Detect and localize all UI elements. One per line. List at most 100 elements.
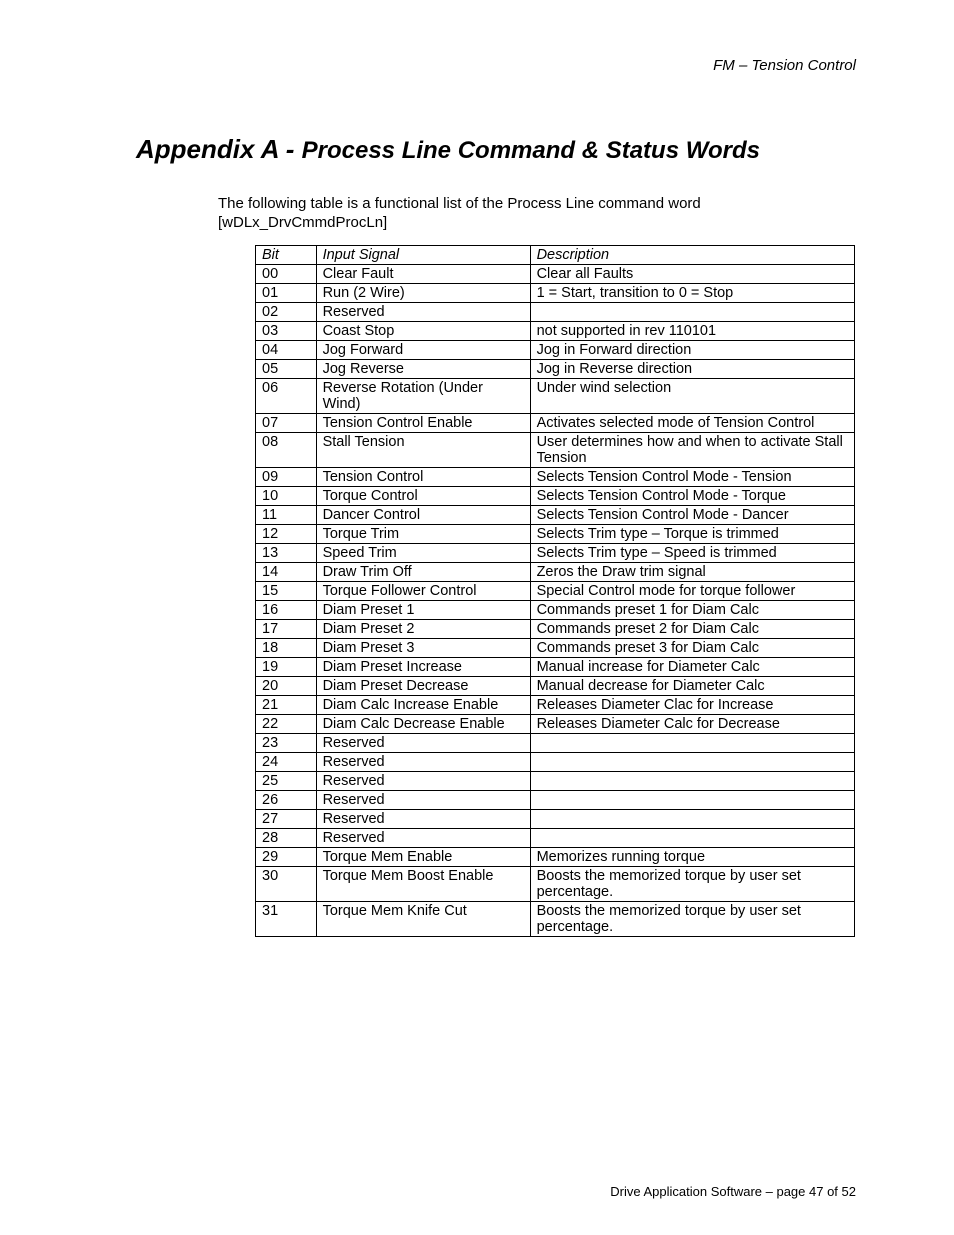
cell-description: Releases Diameter Calc for Decrease: [530, 714, 854, 733]
cell-description: Selects Trim type – Torque is trimmed: [530, 524, 854, 543]
cell-signal: Reverse Rotation (Under Wind): [316, 378, 530, 413]
cell-description: Commands preset 2 for Diam Calc: [530, 619, 854, 638]
table-row: 00Clear FaultClear all Faults: [256, 264, 855, 283]
cell-bit: 31: [256, 901, 317, 936]
cell-signal: Clear Fault: [316, 264, 530, 283]
cell-description: Jog in Reverse direction: [530, 359, 854, 378]
cell-signal: Speed Trim: [316, 543, 530, 562]
cell-signal: Tension Control: [316, 467, 530, 486]
cell-description: [530, 752, 854, 771]
table-row: 06Reverse Rotation (Under Wind)Under win…: [256, 378, 855, 413]
cell-signal: Coast Stop: [316, 321, 530, 340]
cell-signal: Diam Calc Increase Enable: [316, 695, 530, 714]
cell-bit: 15: [256, 581, 317, 600]
table-row: 12Torque TrimSelects Trim type – Torque …: [256, 524, 855, 543]
table-row: 15Torque Follower ControlSpecial Control…: [256, 581, 855, 600]
cell-description: [530, 828, 854, 847]
cell-description: Activates selected mode of Tension Contr…: [530, 413, 854, 432]
cell-bit: 30: [256, 866, 317, 901]
cell-bit: 01: [256, 283, 317, 302]
cell-signal: Reserved: [316, 771, 530, 790]
cell-description: [530, 790, 854, 809]
cell-description: Selects Tension Control Mode - Dancer: [530, 505, 854, 524]
table-row: 16Diam Preset 1Commands preset 1 for Dia…: [256, 600, 855, 619]
cell-description: Zeros the Draw trim signal: [530, 562, 854, 581]
table-row: 08Stall TensionUser determines how and w…: [256, 432, 855, 467]
intro-line2: [wDLx_DrvCmmdProcLn]: [218, 214, 387, 231]
cell-signal: Diam Preset 2: [316, 619, 530, 638]
cell-bit: 02: [256, 302, 317, 321]
cell-description: not supported in rev 110101: [530, 321, 854, 340]
cell-description: User determines how and when to activate…: [530, 432, 854, 467]
cell-signal: Draw Trim Off: [316, 562, 530, 581]
cell-description: Clear all Faults: [530, 264, 854, 283]
cell-bit: 24: [256, 752, 317, 771]
cell-signal: Torque Trim: [316, 524, 530, 543]
cell-description: Manual decrease for Diameter Calc: [530, 676, 854, 695]
cell-description: Under wind selection: [530, 378, 854, 413]
table-row: 03Coast Stopnot supported in rev 110101: [256, 321, 855, 340]
table-row: 22Diam Calc Decrease EnableReleases Diam…: [256, 714, 855, 733]
cell-bit: 09: [256, 467, 317, 486]
cell-bit: 16: [256, 600, 317, 619]
cell-bit: 07: [256, 413, 317, 432]
table-row: 20Diam Preset DecreaseManual decrease fo…: [256, 676, 855, 695]
title-prefix: Appendix A -: [136, 134, 302, 164]
table-row: 13Speed TrimSelects Trim type – Speed is…: [256, 543, 855, 562]
cell-bit: 13: [256, 543, 317, 562]
cell-signal: Diam Preset 3: [316, 638, 530, 657]
table-row: 02Reserved: [256, 302, 855, 321]
cell-bit: 20: [256, 676, 317, 695]
table-row: 19Diam Preset IncreaseManual increase fo…: [256, 657, 855, 676]
cell-signal: Run (2 Wire): [316, 283, 530, 302]
cell-description: Boosts the memorized torque by user set …: [530, 901, 854, 936]
table-row: 07Tension Control EnableActivates select…: [256, 413, 855, 432]
cell-signal: Torque Mem Knife Cut: [316, 901, 530, 936]
cell-description: Selects Tension Control Mode - Tension: [530, 467, 854, 486]
cell-bit: 08: [256, 432, 317, 467]
page-header-right: FM – Tension Control: [98, 57, 856, 74]
table-row: 26Reserved: [256, 790, 855, 809]
cell-description: [530, 302, 854, 321]
table-row: 04Jog ForwardJog in Forward direction: [256, 340, 855, 359]
cell-description: Memorizes running torque: [530, 847, 854, 866]
table-row: 01Run (2 Wire)1 = Start, transition to 0…: [256, 283, 855, 302]
table-row: 30Torque Mem Boost EnableBoosts the memo…: [256, 866, 855, 901]
table-row: 10Torque ControlSelects Tension Control …: [256, 486, 855, 505]
table-row: 05Jog ReverseJog in Reverse direction: [256, 359, 855, 378]
cell-bit: 11: [256, 505, 317, 524]
cell-signal: Dancer Control: [316, 505, 530, 524]
cell-bit: 05: [256, 359, 317, 378]
cell-signal: Torque Mem Boost Enable: [316, 866, 530, 901]
cell-signal: Reserved: [316, 752, 530, 771]
cell-signal: Diam Preset 1: [316, 600, 530, 619]
intro-paragraph: The following table is a functional list…: [218, 195, 816, 233]
cell-signal: Reserved: [316, 790, 530, 809]
cell-signal: Diam Preset Increase: [316, 657, 530, 676]
cell-bit: 27: [256, 809, 317, 828]
table-row: 28Reserved: [256, 828, 855, 847]
table-row: 25Reserved: [256, 771, 855, 790]
cell-signal: Diam Preset Decrease: [316, 676, 530, 695]
table-header-row: Bit Input Signal Description: [256, 245, 855, 264]
cell-description: 1 = Start, transition to 0 = Stop: [530, 283, 854, 302]
table-row: 23Reserved: [256, 733, 855, 752]
cell-bit: 00: [256, 264, 317, 283]
table-row: 11Dancer ControlSelects Tension Control …: [256, 505, 855, 524]
cell-signal: Tension Control Enable: [316, 413, 530, 432]
cell-description: [530, 733, 854, 752]
cell-description: Jog in Forward direction: [530, 340, 854, 359]
cell-signal: Jog Forward: [316, 340, 530, 359]
cell-bit: 26: [256, 790, 317, 809]
cell-description: Manual increase for Diameter Calc: [530, 657, 854, 676]
cell-bit: 23: [256, 733, 317, 752]
cell-bit: 10: [256, 486, 317, 505]
cell-description: [530, 771, 854, 790]
table-row: 31Torque Mem Knife CutBoosts the memoriz…: [256, 901, 855, 936]
table-row: 29Torque Mem EnableMemorizes running tor…: [256, 847, 855, 866]
cell-bit: 17: [256, 619, 317, 638]
cell-description: Commands preset 1 for Diam Calc: [530, 600, 854, 619]
table-row: 27Reserved: [256, 809, 855, 828]
cell-signal: Torque Follower Control: [316, 581, 530, 600]
cell-signal: Reserved: [316, 809, 530, 828]
